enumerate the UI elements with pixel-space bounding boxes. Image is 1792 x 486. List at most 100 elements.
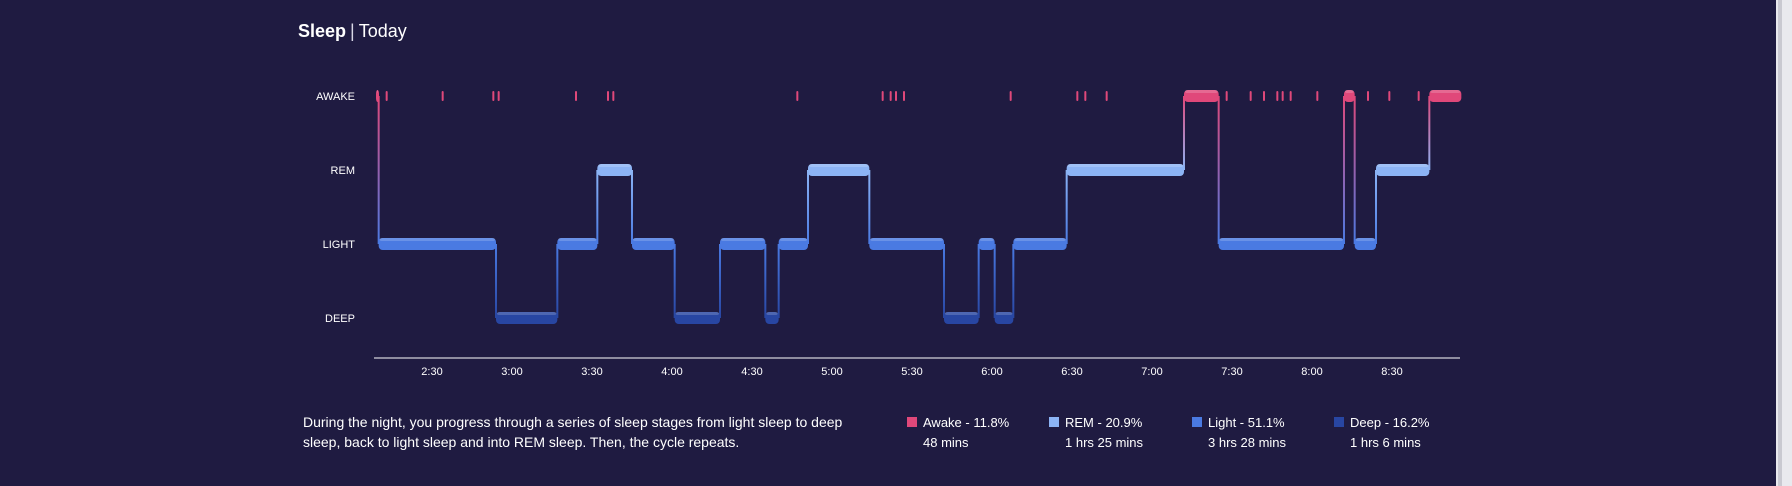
brief-awake-mark [1281, 91, 1284, 101]
stage-bar-highlight [1185, 90, 1218, 93]
title-separator: | [350, 21, 355, 41]
stage-bar-light [632, 238, 675, 250]
stage-label-deep: DEEP [325, 313, 355, 325]
stage-bar-highlight [633, 238, 674, 241]
stage-bar-highlight [497, 312, 557, 315]
stage-bar-deep [944, 312, 979, 324]
stage-bar-highlight [1377, 164, 1429, 167]
brief-awake-mark [889, 91, 892, 101]
awake-swatch [907, 417, 917, 427]
stage-bar-highlight [377, 90, 378, 93]
brief-awake-mark [1076, 91, 1079, 101]
stage-bar-awake [376, 90, 379, 102]
stage-bar-highlight [1067, 164, 1183, 167]
brief-awake-mark [575, 91, 577, 101]
stage-bar-awake [1344, 90, 1355, 102]
x-tick-label: 5:00 [821, 366, 842, 378]
stage-bar-highlight [379, 238, 495, 241]
legend-label: Deep - 16.2% [1350, 415, 1430, 430]
x-tick-label: 2:30 [421, 366, 442, 378]
x-tick-label: 3:30 [581, 366, 602, 378]
stage-bar-highlight [809, 164, 869, 167]
stage-label-rem: REM [331, 165, 355, 177]
stage-bar-rem [1066, 164, 1184, 176]
stage-connectors [377, 96, 1431, 318]
stage-bar-light [778, 238, 808, 250]
brief-awake-mark [1105, 91, 1108, 101]
legend-label: Awake - 11.8% [923, 415, 1010, 430]
x-tick-label: 7:30 [1221, 366, 1242, 378]
stage-bar-light [1354, 238, 1376, 250]
brief-awake-mark [1316, 91, 1319, 101]
page-scrollbar[interactable] [1776, 0, 1792, 486]
stage-bar-highlight [1345, 90, 1354, 93]
brief-awake-mark [441, 91, 444, 101]
stage-bar-light [869, 238, 944, 250]
stage-bar-rem [808, 164, 870, 176]
x-tick-label: 4:00 [661, 366, 682, 378]
x-axis-ticks: 2:30 3:00 3:30 4:00 4:30 5:00 5:30 6:00 6:30 7:00… [421, 366, 1402, 378]
legend-duration: 48 mins [923, 435, 969, 450]
brief-awake-mark [497, 91, 500, 101]
brief-awake-mark [1367, 91, 1369, 101]
stage-bar-light [1013, 238, 1067, 250]
brief-awake-mark [895, 91, 897, 101]
brief-awake-mark [1249, 91, 1252, 101]
title-subtitle: Today [358, 21, 407, 41]
stage-bar-light [978, 238, 995, 250]
stage-bar-highlight [779, 238, 807, 241]
stage-bar-highlight [1014, 238, 1066, 241]
x-tick-label: 8:30 [1381, 366, 1402, 378]
brief-awake-mark [1225, 91, 1228, 101]
legend-label: Light - 51.1% [1208, 415, 1285, 430]
legend-label: REM - 20.9% [1065, 415, 1143, 430]
title-main: Sleep [298, 21, 347, 41]
stage-bar-highlight [995, 312, 1013, 315]
sleep-description: During the night, you progress through a… [303, 414, 843, 450]
brief-awake-mark [1263, 91, 1265, 101]
stage-bar-light [378, 238, 496, 250]
stage-bar-deep [994, 312, 1014, 324]
x-tick-label: 3:00 [501, 366, 522, 378]
brief-awake-mark [903, 91, 905, 101]
stage-bar-highlight [945, 312, 978, 315]
legend-duration: 1 hrs 25 mins [1065, 435, 1144, 450]
stage-bar-light [720, 238, 766, 250]
brief-awake-mark [385, 91, 388, 101]
x-tick-label: 5:30 [901, 366, 922, 378]
x-tick-label: 4:30 [741, 366, 762, 378]
legend-duration: 3 hrs 28 mins [1208, 435, 1287, 450]
page-title: Sleep | Today [298, 19, 407, 43]
stage-bar-awake [1429, 90, 1462, 102]
stage-bar-highlight [766, 312, 778, 315]
stage-bar-highlight [1219, 238, 1343, 241]
stage-bar-highlight [598, 164, 631, 167]
light-swatch [1192, 417, 1202, 427]
stage-bar-light [557, 238, 598, 250]
stage-bar-light [1218, 238, 1344, 250]
brief-awake-mark [1276, 91, 1279, 101]
brief-awake-mark [1009, 91, 1012, 101]
stage-bar-deep [674, 312, 720, 324]
deep-swatch [1334, 417, 1344, 427]
rem-swatch [1049, 417, 1059, 427]
scrollbar-track[interactable] [1778, 0, 1782, 486]
brief-awake-mark [1289, 91, 1292, 101]
brief-awake-mark [796, 91, 799, 101]
x-tick-label: 6:30 [1061, 366, 1082, 378]
brief-awake-mark [881, 91, 884, 101]
brief-awake-mark [1084, 91, 1087, 101]
stage-bar-rem [597, 164, 632, 176]
stage-bar-highlight [558, 238, 597, 241]
x-tick-label: 7:00 [1141, 366, 1162, 378]
stage-labels: AWAKE REM LIGHT DEEP [316, 91, 355, 325]
brief-awake-mark [492, 91, 495, 101]
brief-awake-mark [1388, 91, 1391, 101]
brief-awake-mark [612, 91, 615, 101]
stage-bar-rem [1376, 164, 1430, 176]
stage-segments [376, 90, 1462, 324]
legend-duration: 1 hrs 6 mins [1350, 435, 1421, 450]
stage-bar-highlight [1355, 238, 1375, 241]
x-tick-label: 6:00 [981, 366, 1002, 378]
